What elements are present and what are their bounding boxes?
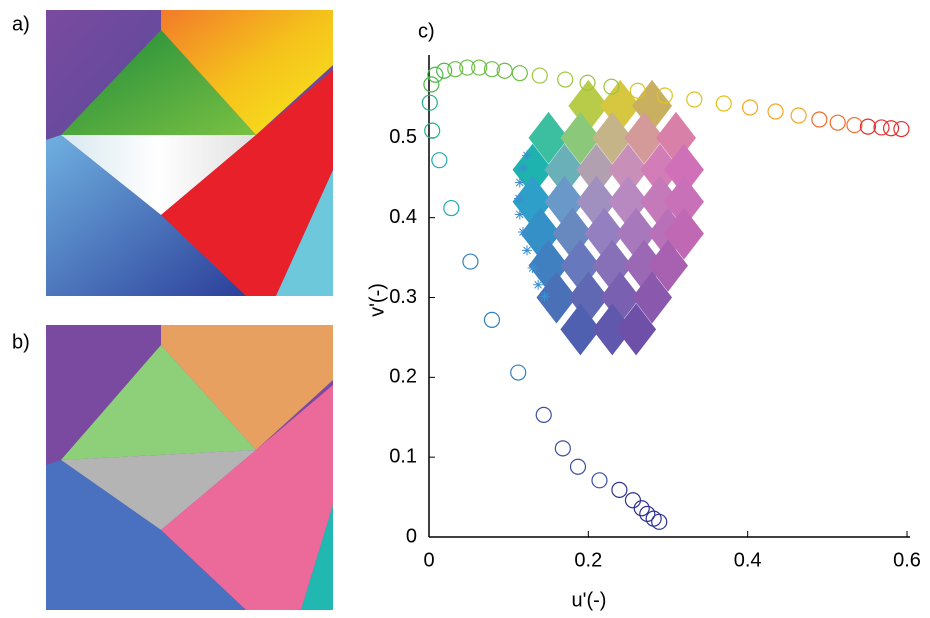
locus-point [716, 96, 731, 111]
locus-point [555, 441, 570, 456]
x-tick-label: 0 [423, 549, 434, 571]
locus-point [592, 473, 607, 488]
locus-point [428, 67, 443, 82]
asterisk-point [518, 227, 528, 237]
locus-point [463, 254, 478, 269]
y-tick-label: 0.2 [389, 366, 417, 388]
locus-point [612, 482, 627, 497]
panel-label: c) [418, 20, 435, 42]
y-tick-label: 0.4 [389, 206, 417, 228]
asterisk-point [533, 280, 543, 290]
locus-point [860, 119, 875, 134]
locus-point [511, 365, 526, 380]
asterisk-point [515, 209, 525, 219]
asterisk-point [522, 150, 532, 160]
locus-point [894, 122, 909, 137]
locus-point [768, 104, 783, 119]
locus-point [484, 312, 499, 327]
locus-point [512, 66, 527, 81]
panel-label: a) [12, 13, 30, 35]
y-axis-label: v'(-) [366, 283, 388, 317]
locus-point [570, 459, 585, 474]
locus-point [536, 407, 551, 422]
locus-point [812, 112, 827, 127]
x-tick-label: 0.6 [893, 549, 921, 571]
locus-point [424, 77, 439, 92]
locus-point [630, 83, 645, 98]
locus-point [532, 68, 547, 83]
locus-point [847, 118, 862, 133]
asterisk-point [522, 245, 532, 255]
locus-point [444, 201, 459, 216]
locus-point [830, 115, 845, 130]
x-axis-label: u'(-) [572, 589, 607, 611]
asterisk-point [515, 178, 525, 188]
y-tick-label: 0 [406, 525, 417, 547]
panel-b: b) [12, 325, 333, 610]
figure: a) b) c) u'(-) v'(-) 0 0.2 0.4 0.6 0 0.1 0.2 0.… [0, 0, 930, 613]
asterisk-point [540, 292, 550, 302]
x-tick-label: 0.4 [734, 549, 762, 571]
locus-point [432, 153, 447, 168]
locus-point [425, 123, 440, 138]
y-tick-label: 0.3 [389, 286, 417, 308]
locus-point [558, 72, 573, 87]
asterisk-point [528, 263, 538, 273]
locus-point [791, 108, 806, 123]
plot-c: c) u'(-) v'(-) 0 0.2 0.4 0.6 0 0.1 0.2 0.3 0.4 0.… [366, 20, 921, 611]
y-tick-label: 0.5 [389, 126, 417, 148]
asterisk-point [514, 194, 524, 204]
locus-point [625, 493, 640, 508]
asterisk-point [518, 163, 528, 173]
x-tick-label: 0.2 [574, 549, 602, 571]
locus-point [460, 60, 475, 75]
locus-point [687, 92, 702, 107]
y-tick-label: 0.1 [389, 445, 417, 467]
locus-point [743, 100, 758, 115]
panel-a: a) [12, 10, 333, 296]
panel-label: b) [12, 331, 30, 353]
locus-point [422, 95, 437, 110]
